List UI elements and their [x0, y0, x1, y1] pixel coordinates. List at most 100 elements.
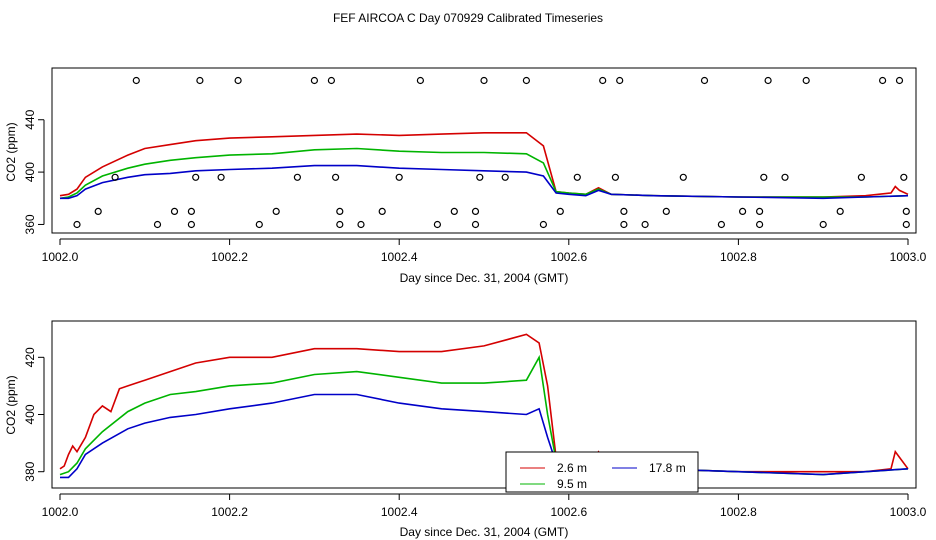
- y-tick-label: 400: [23, 162, 37, 182]
- x-tick-label: 1002.0: [42, 250, 79, 264]
- data-point-marker: [94, 207, 102, 215]
- data-point-marker: [878, 76, 887, 85]
- data-point-marker: [662, 207, 670, 215]
- data-point-marker: [255, 220, 263, 229]
- top-plot-frame: [51, 67, 917, 234]
- data-point-marker: [679, 173, 687, 181]
- x-tick-label: 1002.8: [720, 250, 757, 264]
- data-point-marker: [332, 173, 340, 181]
- series-line-9-5-m: [59, 147, 909, 200]
- chart-title: FEF AIRCOA C Day 070929 Calibrated Times…: [333, 11, 603, 25]
- data-point-marker: [755, 220, 764, 229]
- data-point-marker: [539, 220, 548, 229]
- x-tick-label: 1002.2: [211, 250, 248, 264]
- data-point-marker: [802, 76, 810, 85]
- data-point-marker: [902, 220, 910, 229]
- data-point-marker: [187, 220, 195, 229]
- bottom-x-axis: 1002.0 1002.2 1002.4 1002.6 1002.8 1003.0: [42, 493, 927, 519]
- data-point-marker: [450, 207, 458, 215]
- data-point-marker: [501, 173, 509, 181]
- x-tick-label: 1002.4: [381, 505, 418, 519]
- data-point-marker: [395, 173, 403, 181]
- x-tick-label: 1003.0: [890, 505, 927, 519]
- data-point-marker: [819, 220, 827, 229]
- data-point-marker: [476, 173, 484, 181]
- data-point-marker: [522, 76, 531, 85]
- data-point-marker: [857, 173, 866, 181]
- data-point-marker: [217, 173, 225, 181]
- data-point-marker: [336, 207, 344, 215]
- data-point-marker: [378, 207, 386, 215]
- data-point-marker: [357, 220, 365, 229]
- series-line-17-8-m: [60, 164, 909, 200]
- legend: 2.6 m 9.5 m 17.8 m: [505, 451, 699, 493]
- data-point-marker: [836, 207, 844, 215]
- data-point-marker: [132, 76, 140, 85]
- data-point-marker: [433, 220, 441, 229]
- data-point-marker: [900, 173, 908, 181]
- data-point-marker: [764, 76, 772, 85]
- data-point-marker: [196, 76, 204, 85]
- data-point-marker: [760, 173, 768, 181]
- y-tick-label: 420: [23, 347, 37, 367]
- x-tick-label: 1002.4: [381, 250, 418, 264]
- data-point-marker: [641, 220, 649, 229]
- y-tick-label: 360: [23, 214, 37, 234]
- data-point-marker: [471, 220, 480, 229]
- data-point-marker: [611, 173, 620, 181]
- y-tick-label: 380: [23, 461, 37, 481]
- x-tick-label: 1002.0: [42, 505, 79, 519]
- top-y-axis: 360 400 440: [23, 109, 45, 234]
- bottom-y-axis-label: CO2 (ppm): [4, 375, 18, 434]
- data-point-marker: [234, 76, 242, 85]
- x-tick-label: 1002.2: [211, 505, 248, 519]
- data-point-marker: [471, 207, 480, 215]
- data-point-marker: [153, 220, 162, 229]
- top-series-layer: [59, 132, 909, 200]
- data-point-marker: [620, 220, 628, 229]
- bottom-plot-frame: [51, 320, 917, 489]
- series-line-2-6-m: [59, 132, 909, 198]
- data-point-marker: [717, 220, 726, 229]
- data-point-marker: [895, 76, 904, 85]
- bottom-x-axis-label: Day since Dec. 31, 2004 (GMT): [400, 525, 569, 539]
- data-point-marker: [170, 207, 179, 215]
- top-panel: 1002.0 1002.2 1002.4 1002.6 1002.8 1003.0 360…: [4, 67, 927, 285]
- legend-label-9-5m: 9.5 m: [557, 477, 587, 491]
- data-point-marker: [310, 76, 318, 85]
- data-point-marker: [556, 207, 564, 215]
- legend-box: [505, 451, 699, 493]
- legend-label-17-8m: 17.8 m: [649, 461, 686, 475]
- data-point-marker: [293, 173, 301, 181]
- y-tick-label: 440: [23, 109, 37, 129]
- bottom-panel: 1002.0 1002.2 1002.4 1002.6 1002.8 1003.0 380…: [4, 320, 927, 539]
- series-line-2-6-m: [59, 333, 909, 473]
- legend-label-2-6m: 2.6 m: [557, 461, 587, 475]
- bottom-y-axis: 380 400 420: [23, 347, 45, 482]
- data-point-marker: [73, 220, 81, 229]
- top-points-layer: [73, 76, 910, 229]
- data-point-marker: [187, 207, 195, 215]
- x-tick-label: 1002.6: [550, 505, 587, 519]
- data-point-marker: [480, 76, 488, 85]
- data-point-marker: [336, 220, 344, 229]
- y-tick-label: 400: [23, 404, 37, 424]
- bottom-series-layer: [59, 333, 909, 479]
- data-point-marker: [599, 76, 607, 85]
- series-line-17-8-m: [60, 393, 909, 479]
- x-tick-label: 1002.6: [550, 250, 587, 264]
- top-x-axis: 1002.0 1002.2 1002.4 1002.6 1002.8 1003.0: [42, 238, 927, 264]
- data-point-marker: [272, 207, 280, 215]
- x-tick-label: 1003.0: [890, 250, 927, 264]
- data-point-marker: [738, 207, 747, 215]
- top-x-axis-label: Day since Dec. 31, 2004 (GMT): [400, 271, 569, 285]
- data-point-marker: [755, 207, 764, 215]
- data-point-marker: [781, 173, 789, 181]
- data-point-marker: [700, 76, 709, 85]
- top-y-axis-label: CO2 (ppm): [4, 122, 18, 181]
- x-tick-label: 1002.8: [720, 505, 757, 519]
- data-point-marker: [327, 76, 335, 85]
- data-point-marker: [111, 173, 119, 181]
- data-point-marker: [573, 173, 581, 181]
